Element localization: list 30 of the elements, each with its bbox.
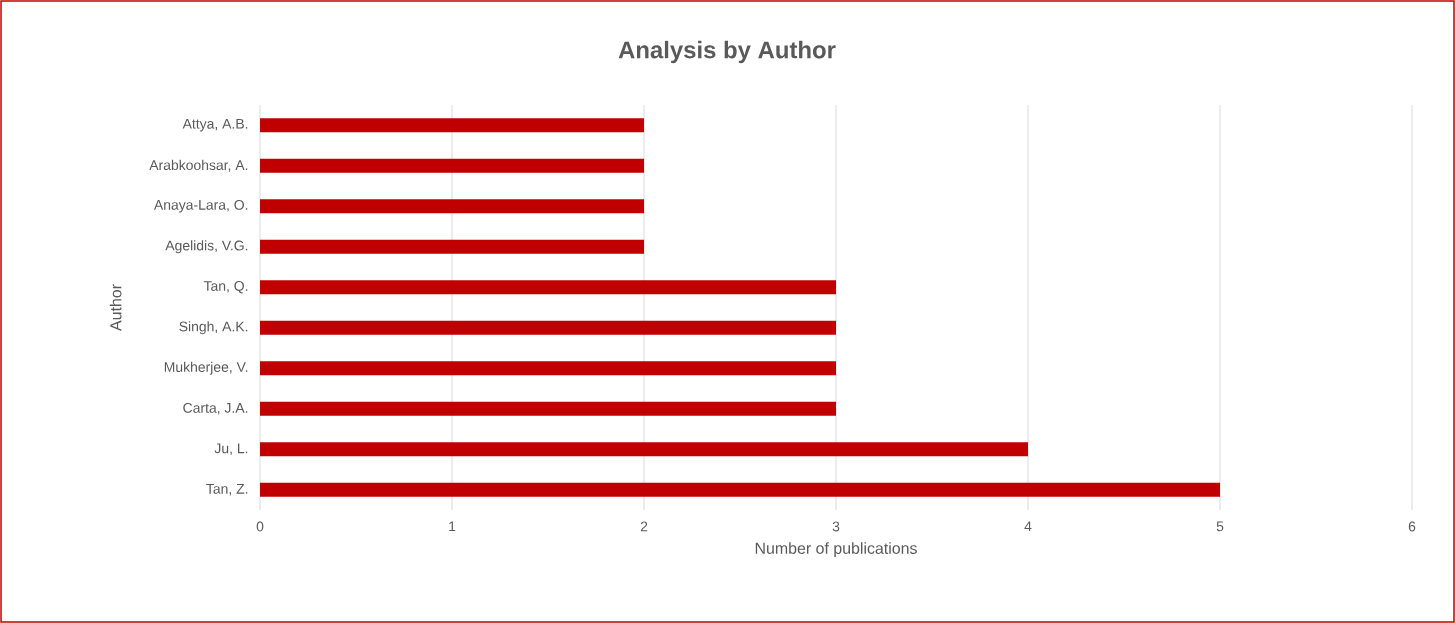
bar	[260, 320, 837, 335]
y-tick-label: Agelidis, V.G.	[165, 240, 248, 254]
x-tick-label: 0	[256, 521, 264, 532]
x-tick-label: 4	[1024, 521, 1032, 532]
x-axis-title: Number of publications	[755, 542, 917, 558]
y-tick-label: Tan, Q.	[203, 281, 248, 294]
x-tick-label: 6	[1408, 521, 1416, 532]
bar	[260, 280, 837, 295]
y-tick-label: Attya, A.B.	[182, 118, 248, 132]
y-tick-label: Carta, J.A.	[183, 402, 248, 415]
x-tick-label: 1	[449, 521, 456, 532]
bar	[260, 239, 645, 254]
y-tick-label: Arabkoohsar, A.	[149, 159, 248, 172]
x-tick-label: 5	[1216, 521, 1224, 532]
y-tick-label: Mukherjee, V.	[164, 361, 248, 375]
bar	[260, 158, 645, 173]
chart-title: Analysis by Author	[618, 40, 836, 64]
y-tick-label: Anaya-Lara, O.	[153, 199, 248, 213]
y-tick-label: Tan, Z.	[206, 484, 248, 496]
x-tick-label: 2	[640, 521, 648, 532]
y-axis-title: Author	[109, 284, 122, 331]
bar	[260, 361, 837, 376]
y-tick-label: Ju, L.	[214, 443, 248, 455]
y-tick-label: Singh, A.K.	[179, 321, 248, 335]
bar	[260, 401, 837, 416]
bar	[260, 199, 645, 214]
bar	[260, 442, 1029, 457]
bar	[260, 482, 1221, 497]
x-tick-label: 3	[832, 521, 840, 532]
bar	[260, 118, 645, 133]
